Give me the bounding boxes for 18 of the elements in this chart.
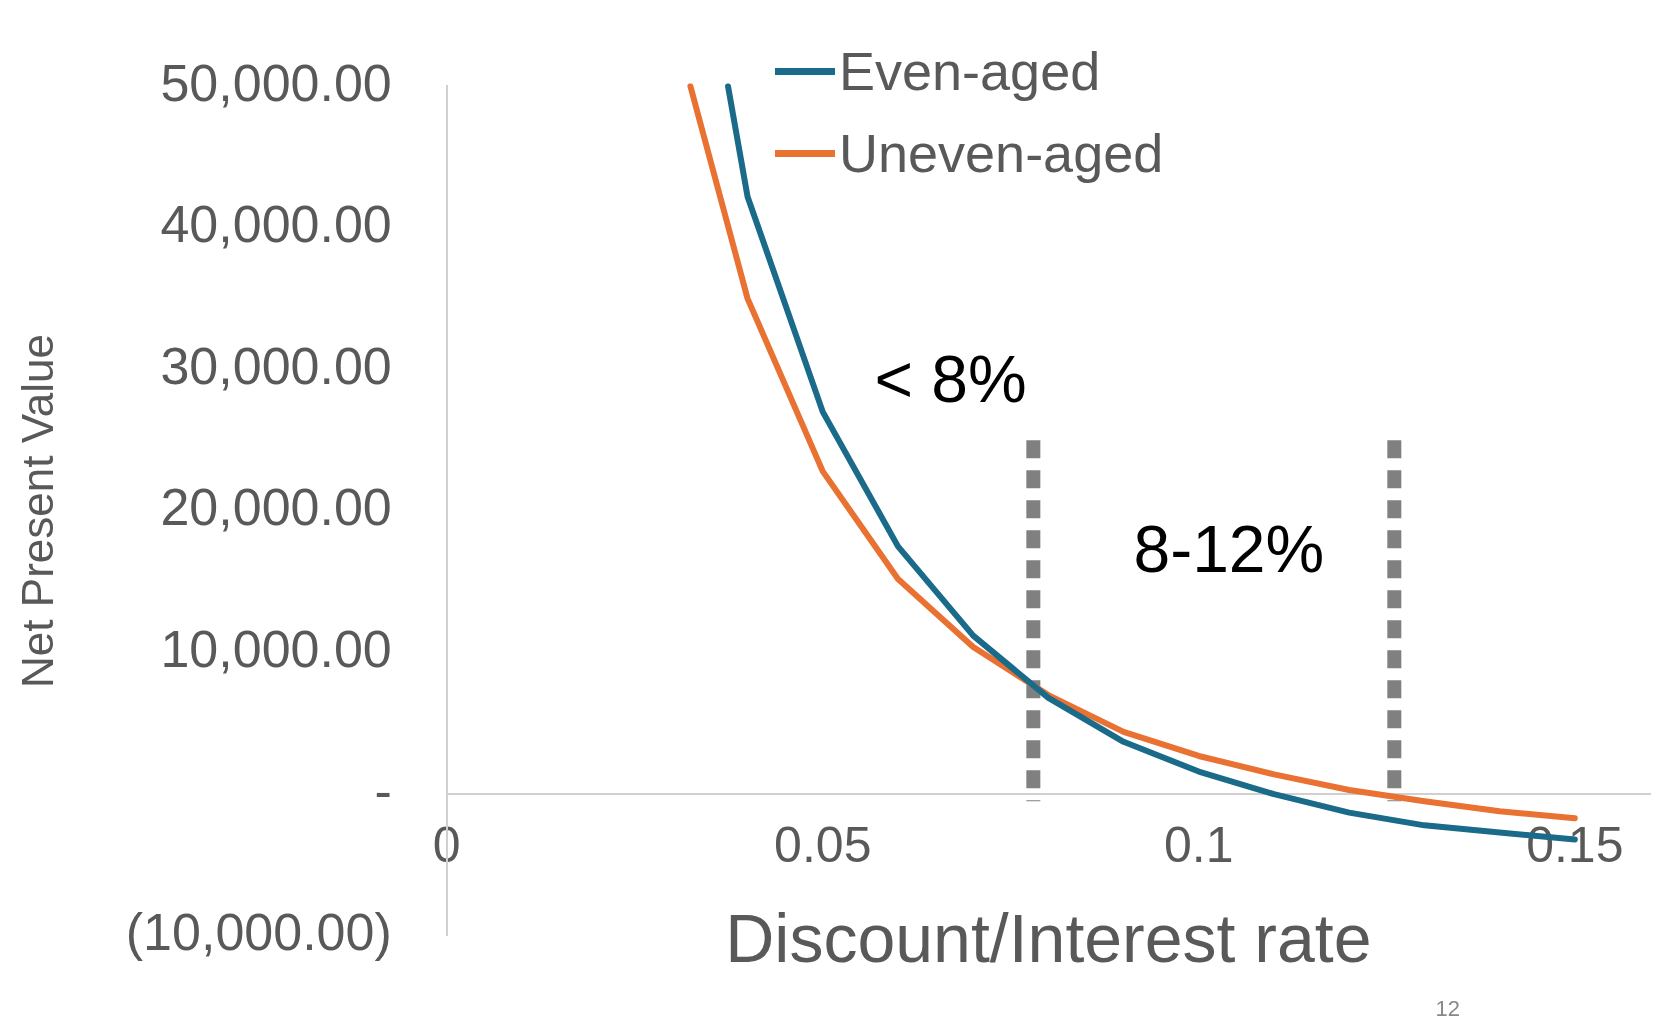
y-axis-title: Net Present Value bbox=[12, 334, 62, 688]
y-tick-label: (10,000.00) bbox=[125, 903, 392, 962]
annotation: 8-12% bbox=[1133, 511, 1325, 586]
x-tick-label: 0 bbox=[432, 816, 461, 873]
annotation: < 8% bbox=[874, 341, 1027, 416]
x-axis-title: Discount/Interest rate bbox=[725, 899, 1372, 976]
y-tick-label: 10,000.00 bbox=[160, 619, 392, 678]
x-tick-label: 0.15 bbox=[1526, 816, 1624, 873]
text: 12 bbox=[1435, 996, 1460, 1022]
y-tick-label: 30,000.00 bbox=[160, 336, 392, 395]
legend-label: Even-aged bbox=[839, 40, 1101, 102]
y-tick-label: - bbox=[374, 761, 392, 820]
x-tick-label: 0.05 bbox=[774, 816, 872, 873]
y-tick-label: 40,000.00 bbox=[160, 195, 392, 254]
y-tick-label: 20,000.00 bbox=[160, 478, 392, 537]
x-tick-label: 0.1 bbox=[1164, 816, 1234, 873]
y-tick-label: 50,000.00 bbox=[160, 53, 392, 112]
legend-label: Uneven-aged bbox=[839, 122, 1164, 184]
